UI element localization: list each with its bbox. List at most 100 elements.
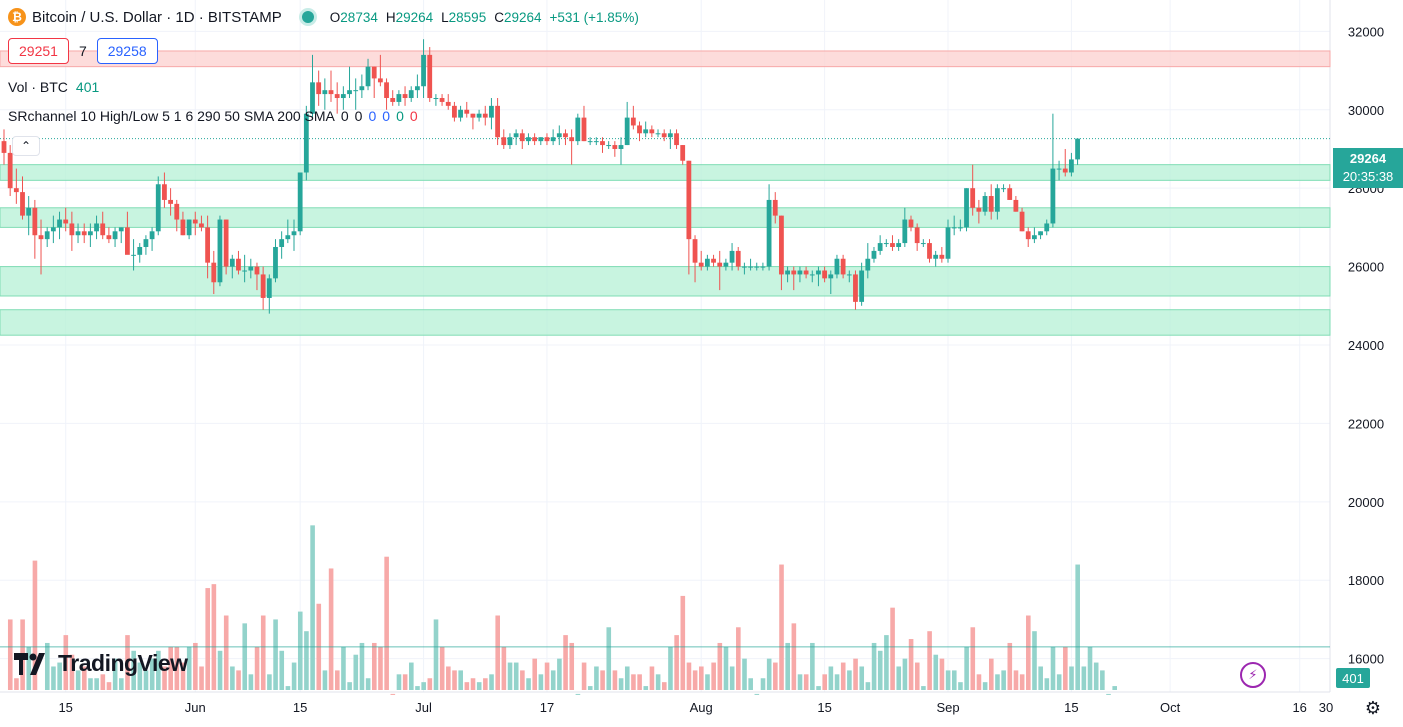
candle-body [766, 199, 772, 267]
candle-body [994, 188, 1000, 212]
lightning-icon[interactable]: ⚡ [1240, 662, 1266, 688]
candle-body [760, 266, 766, 268]
candle-body [285, 235, 291, 240]
candle-body [871, 250, 877, 259]
volume-bar [526, 678, 531, 690]
candle-body [328, 90, 334, 95]
candles[interactable] [1, 39, 1080, 314]
sr-value: 0 [409, 108, 418, 124]
price-axis[interactable]: 1600018000200002200024000260002800030000… [1348, 24, 1384, 666]
market-status-icon[interactable] [301, 11, 314, 23]
candle-body [118, 227, 124, 232]
candle-body [883, 243, 889, 245]
candle-body [945, 227, 951, 259]
candle-body [711, 258, 716, 263]
candle-body [828, 274, 834, 279]
volume-legend[interactable]: Vol · BTC 401 [8, 79, 99, 95]
volume-bar [563, 635, 568, 690]
candle-body [205, 227, 211, 263]
volume-bar [569, 642, 575, 690]
volume-bar [273, 619, 278, 690]
candle-body [359, 86, 365, 91]
ohlc-key: O [329, 9, 341, 25]
srchannel-legend[interactable]: SRchannel 10 High/Low 5 1 6 290 50 SMA 2… [8, 108, 418, 124]
volume-bar [168, 646, 173, 690]
volume-bar [1093, 662, 1099, 690]
volume-bar [729, 666, 735, 690]
volume-bar [476, 682, 482, 690]
candle-body [988, 196, 994, 212]
spread-value: 7 [78, 43, 87, 59]
candle-body [735, 250, 741, 267]
time-tick-label: 30 [1319, 700, 1333, 715]
time-tick-label: 17 [540, 700, 554, 715]
volume-bar [1001, 670, 1006, 690]
volume-bar [464, 682, 470, 690]
volume-bar [914, 662, 920, 690]
candle-body [174, 203, 180, 220]
volume-bar [82, 666, 87, 690]
symbol-title[interactable]: Bitcoin / U.S. Dollar · 1D · BITSTAMP [32, 8, 282, 26]
sr-zone [0, 266, 1331, 297]
volume-bar [390, 693, 396, 695]
volume-bar [520, 670, 525, 690]
volume-bar [612, 670, 618, 690]
volume-bar [736, 627, 741, 690]
candle-body [489, 105, 494, 118]
volume-bar [94, 678, 99, 690]
volume-bar [964, 646, 969, 690]
volume-bar [433, 619, 439, 690]
candle-body [1001, 188, 1006, 190]
volume-bar [631, 674, 636, 690]
volume-bar [131, 650, 136, 690]
volume-bar [705, 674, 710, 690]
sr-value: 0 [396, 108, 404, 124]
volume-bar [341, 646, 346, 690]
volume-bar [162, 666, 167, 690]
volume-bar [304, 631, 309, 690]
candle-body [390, 98, 396, 102]
volume-bar [396, 674, 402, 690]
volume-bar [32, 560, 38, 690]
volume-bar [587, 686, 593, 690]
volume-bar [328, 568, 334, 690]
volume-bar [661, 682, 667, 690]
candle-body [266, 278, 272, 298]
candle-body [643, 129, 649, 134]
volume-bar [828, 666, 834, 690]
sell-button[interactable]: 29251 [8, 38, 69, 64]
candle-body [470, 113, 476, 118]
volume-bar [1100, 670, 1105, 690]
candle-body [125, 227, 130, 255]
candle-body [556, 133, 562, 138]
candle-body [347, 90, 352, 95]
candle-body [575, 117, 581, 142]
candle-body [1069, 159, 1074, 173]
candle-body [217, 219, 223, 283]
volume-bar [847, 670, 852, 690]
volume-bar [26, 646, 32, 690]
symbol-header[interactable]: ₿ Bitcoin / U.S. Dollar · 1D · BITSTAMP … [8, 6, 647, 28]
chevron-up-icon[interactable]: ⌃ [12, 136, 40, 156]
buy-button[interactable]: 29258 [96, 38, 158, 64]
volume-bar [1112, 686, 1117, 690]
volume-bar [353, 654, 359, 690]
bitcoin-icon: ₿ [8, 8, 26, 26]
volume-bar [538, 674, 544, 690]
candle-body [44, 231, 50, 240]
candle-body [624, 117, 630, 146]
time-axis[interactable]: 15 Jun 15 Jul 17 Aug 15 Sep 15 Oct 16 30 [58, 700, 1333, 715]
volume-bar [174, 646, 180, 690]
gear-icon[interactable]: ⚙ [1364, 697, 1382, 718]
volume-bar [748, 678, 753, 690]
volume-bar [840, 662, 846, 690]
candle-body [939, 254, 945, 259]
volume-bar [106, 682, 112, 690]
candle-body [957, 227, 963, 229]
tradingview-logo[interactable]: TradingView [12, 650, 188, 677]
time-tick-label: Sep [936, 700, 959, 715]
candle-body [840, 258, 846, 275]
volume-bar [409, 662, 414, 690]
candle-body [57, 219, 62, 228]
